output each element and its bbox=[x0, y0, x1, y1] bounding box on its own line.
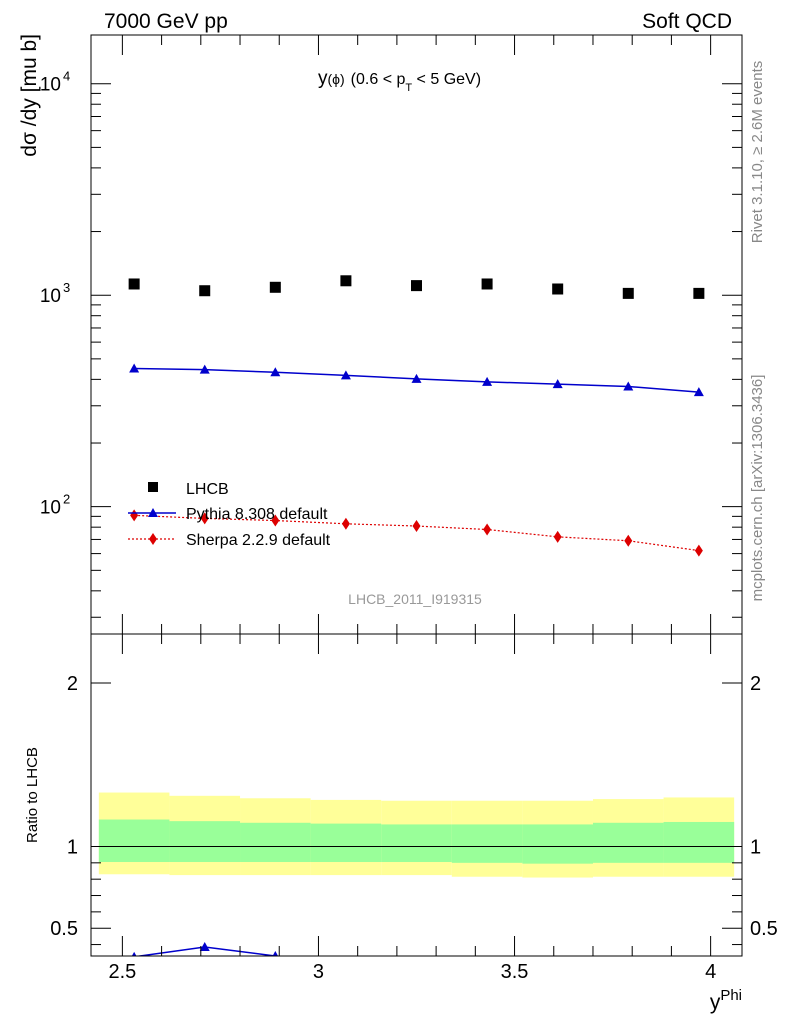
legend: LHCB Pythia 8.308 default Sherpa 2.2.9 d… bbox=[128, 481, 331, 549]
ratio-y-tick-label-right: 1 bbox=[750, 836, 761, 858]
title-paren: (ϕ) bbox=[328, 71, 345, 87]
x-tick-label: 4 bbox=[705, 961, 716, 983]
ratio-y-tick-label-left: 1 bbox=[67, 836, 78, 858]
data-point-lhcb bbox=[693, 287, 705, 299]
x-tick-label: 3.5 bbox=[501, 961, 529, 983]
legend-label-lhcb: LHCB bbox=[186, 481, 229, 498]
data-point-pythia bbox=[411, 373, 422, 383]
data-point-lhcb bbox=[411, 280, 422, 292]
ratio-inner-band bbox=[663, 821, 735, 863]
header-process-label: Soft QCD bbox=[642, 10, 732, 33]
data-point-sherpa bbox=[130, 509, 139, 522]
main-y-tick-exponent: 4 bbox=[63, 69, 70, 84]
ratio-inner-band bbox=[169, 821, 241, 863]
data-point-lhcb bbox=[269, 281, 281, 293]
ratio-data-point-pythia bbox=[131, 951, 137, 956]
legend-marker-pythia bbox=[148, 508, 158, 517]
data-point-lhcb bbox=[481, 278, 493, 290]
data-point-pythia bbox=[270, 367, 281, 377]
ratio-panel: 2 2 1 1 0.5 0.5 2.5 3 3.5 4 Ratio to LHCB yPhi bbox=[24, 633, 778, 1014]
data-point-sherpa bbox=[341, 517, 350, 530]
title-variable: y bbox=[318, 68, 328, 89]
ratio-inner-band bbox=[592, 822, 664, 863]
data-point-sherpa bbox=[483, 523, 492, 536]
main-series bbox=[128, 275, 705, 557]
data-point-lhcb bbox=[552, 283, 564, 295]
x-axis-label-sup: Phi bbox=[720, 987, 742, 1004]
data-point-pythia bbox=[340, 370, 351, 380]
data-point-lhcb bbox=[622, 287, 634, 299]
main-axis-ticks bbox=[91, 35, 742, 634]
ratio-inner-band bbox=[310, 823, 382, 863]
ratio-plot-frame bbox=[90, 633, 743, 957]
ratio-data-point-pythia bbox=[199, 942, 210, 952]
data-point-sherpa bbox=[624, 534, 633, 547]
main-y-tick-exponent: 3 bbox=[63, 280, 70, 295]
data-point-sherpa bbox=[271, 514, 280, 527]
data-point-sherpa bbox=[412, 520, 421, 533]
data-point-lhcb bbox=[199, 285, 211, 297]
ratio-y-tick-label-right: 2 bbox=[750, 673, 761, 695]
ratio-axis-ticks bbox=[91, 634, 742, 956]
data-point-pythia bbox=[482, 376, 493, 386]
ratio-inner-band bbox=[381, 824, 452, 863]
main-y-tick-exponent: 2 bbox=[63, 492, 70, 507]
x-axis-label-base: y bbox=[710, 991, 721, 1014]
data-point-pythia bbox=[693, 387, 704, 397]
data-point-sherpa bbox=[553, 530, 562, 543]
x-tick-labels: 2.5 3 3.5 4 bbox=[108, 961, 716, 983]
x-tick-label: 3 bbox=[313, 961, 324, 983]
main-y-tick-label: 10 bbox=[40, 75, 61, 96]
data-point-sherpa bbox=[694, 544, 703, 557]
ratio-y-axis-label: Ratio to LHCB bbox=[24, 747, 41, 843]
ratio-inner-band bbox=[98, 819, 170, 863]
ratio-inner-band bbox=[522, 824, 593, 864]
analysis-watermark: LHCB_2011_I919315 bbox=[348, 591, 482, 607]
header-energy-label: 7000 GeV pp bbox=[104, 10, 228, 33]
data-point-pythia bbox=[129, 363, 140, 373]
x-tick-label: 2.5 bbox=[108, 961, 136, 983]
main-y-tick-label: 10 bbox=[40, 498, 61, 519]
data-point-lhcb bbox=[128, 278, 140, 290]
legend-label-pythia: Pythia 8.308 default bbox=[186, 506, 328, 523]
ratio-series bbox=[131, 942, 279, 956]
ratio-y-tick-label-left: 0.5 bbox=[50, 918, 78, 940]
main-plot-title: y(ϕ) (0.6 < pT < 5 GeV) bbox=[318, 68, 481, 94]
data-point-sherpa bbox=[200, 512, 209, 525]
ratio-uncertainty-bands bbox=[98, 792, 735, 878]
legend-label-sherpa: Sherpa 2.2.9 default bbox=[186, 532, 331, 549]
x-axis-label: yPhi bbox=[710, 987, 742, 1014]
legend-marker-sherpa bbox=[149, 533, 157, 545]
data-point-pythia bbox=[199, 364, 210, 374]
mcplots-reference-label: mcplots.cern.ch [arXiv:1306.3436] bbox=[749, 375, 766, 602]
data-point-pythia bbox=[623, 381, 634, 391]
data-point-lhcb bbox=[340, 275, 352, 287]
ratio-inner-band bbox=[240, 822, 311, 863]
title-range-end: < 5 GeV) bbox=[412, 71, 481, 88]
main-y-axis-label: dσ /dy [mu b] bbox=[18, 34, 41, 157]
ratio-inner-band bbox=[451, 824, 523, 863]
ratio-y-tick-labels: 2 2 1 1 0.5 0.5 bbox=[50, 673, 778, 940]
title-range: (0.6 < p bbox=[351, 71, 406, 88]
data-point-pythia bbox=[552, 379, 563, 389]
ratio-y-tick-label-right: 0.5 bbox=[750, 918, 778, 940]
ratio-data-point-pythia bbox=[272, 951, 279, 956]
rivet-version-label: Rivet 3.1.10, ≥ 2.6M events bbox=[749, 61, 766, 244]
legend-marker-lhcb bbox=[148, 482, 158, 492]
ratio-y-tick-label-left: 2 bbox=[67, 673, 78, 695]
title-subscript: T bbox=[405, 82, 412, 94]
main-y-tick-label: 10 bbox=[40, 286, 61, 307]
